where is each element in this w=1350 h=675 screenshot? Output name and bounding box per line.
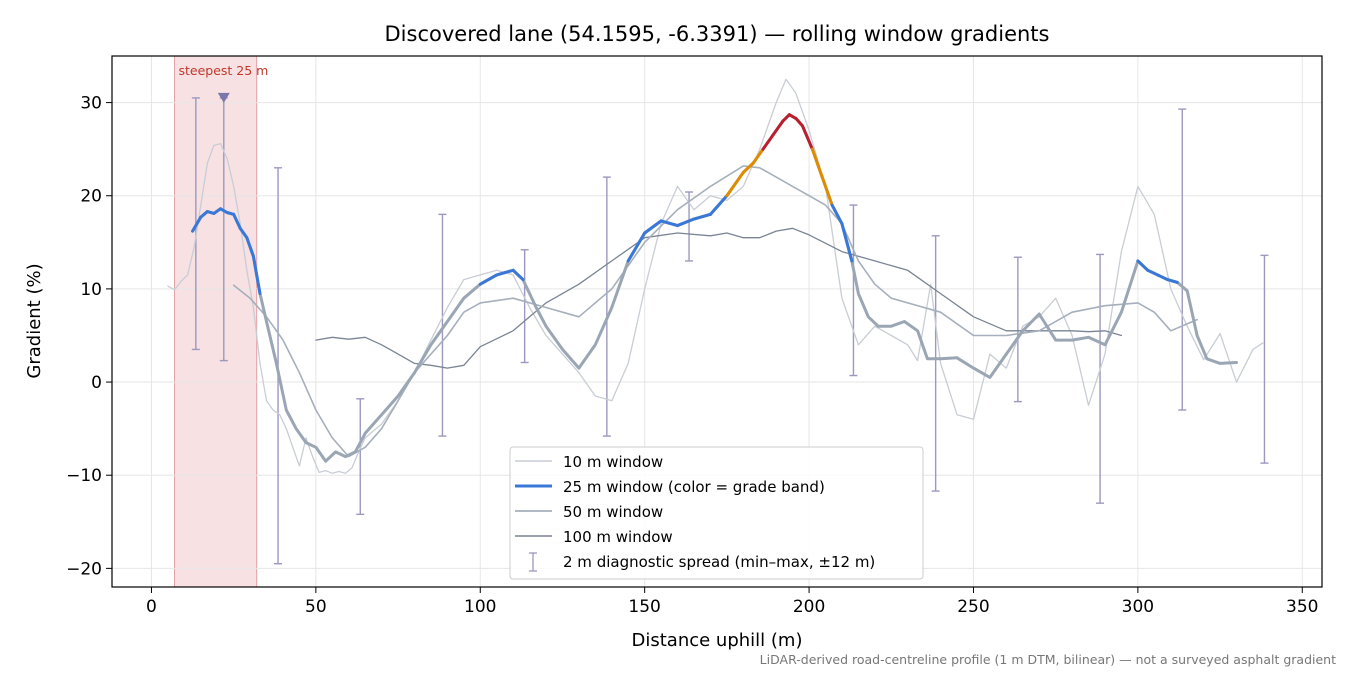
series-25m-segment (810, 147, 824, 179)
error-bar (849, 204, 858, 377)
y-tick-label: −10 (66, 466, 102, 486)
series-25m-segment (1136, 259, 1150, 272)
x-axis-ticks: 0 50 100 150 200 250 300 350 (146, 587, 1318, 617)
x-tick-label: 100 (464, 597, 496, 617)
y-axis-label: Gradient (%) (24, 263, 45, 378)
steepest-segment-band: steepest 25 m (173, 55, 268, 588)
steepest-band-rect (173, 55, 258, 588)
series-25m-segment (781, 113, 791, 123)
error-bar (1178, 108, 1187, 411)
x-tick-label: 0 (146, 597, 157, 617)
series-25m-segment (692, 212, 712, 221)
series-25m-segment (800, 124, 814, 151)
legend-label-10m: 10 m window (563, 453, 663, 471)
series-25m-segment (1165, 278, 1179, 284)
series-25m-segment (626, 231, 647, 263)
error-bar (1096, 253, 1105, 504)
series-25m-segment (676, 217, 696, 228)
plot-area: steepest 25 m (111, 55, 1323, 588)
series-25m-segment (725, 170, 745, 198)
error-bar (1260, 254, 1269, 464)
steepest-marker (217, 92, 230, 103)
series-25m-segment (1156, 273, 1169, 282)
steepest-label: steepest 25 m (178, 63, 268, 78)
series-25m-segment (840, 222, 854, 263)
plot-frame (111, 55, 1323, 588)
series-lines (167, 78, 1264, 474)
chart-title: Discovered lane (54.1595, -6.3391) — rol… (385, 22, 1050, 46)
series-25m-segment (495, 268, 515, 277)
series-25m-segment (643, 219, 663, 235)
legend-label-100m: 100 m window (563, 528, 673, 546)
series-25m-segment (794, 116, 804, 128)
series-25m-segment (830, 203, 844, 226)
x-tick-label: 350 (1286, 597, 1318, 617)
steepest-marker-triangle (217, 92, 230, 103)
error-bar (931, 235, 940, 492)
x-axis-label: Distance uphill (m) (632, 630, 803, 651)
series-25m-segment (751, 147, 765, 165)
series-25m-segment (741, 161, 755, 174)
y-tick-label: 20 (80, 187, 102, 207)
error-bar (438, 213, 447, 437)
series-25m-segment (251, 254, 262, 296)
y-tick-label: 10 (80, 280, 102, 300)
x-tick-label: 300 (1122, 597, 1154, 617)
series-25m-segment (191, 215, 203, 233)
x-tick-label: 200 (793, 597, 825, 617)
series-25m-segment (761, 133, 775, 151)
x-tick-label: 150 (628, 597, 660, 617)
y-axis-ticks: −20 −10 0 10 20 30 (66, 94, 112, 579)
legend-label-25m: 25 m window (color = grade band) (563, 478, 825, 496)
error-bar (520, 249, 529, 364)
series-25m-grade-overlay (191, 113, 1179, 296)
legend-label-50m: 50 m window (563, 503, 663, 521)
y-tick-label: −20 (66, 559, 102, 579)
x-tick-label: 250 (957, 597, 989, 617)
error-bar (602, 176, 611, 437)
series-line-0 (167, 78, 1264, 474)
series-25m-segment (511, 268, 525, 282)
series-line-3 (315, 227, 1123, 369)
y-tick-label: 0 (91, 373, 102, 393)
series-25m-segment (245, 236, 255, 258)
legend: 10 m window 25 m window (color = grade b… (509, 446, 924, 580)
series-25m-segment (1146, 268, 1160, 277)
y-tick-label: 30 (80, 94, 102, 114)
footnote: LiDAR-derived road-centreline profile (1… (760, 652, 1336, 667)
legend-label-errorbar: 2 m diagnostic spread (min–max, ±12 m) (563, 553, 875, 571)
x-tick-label: 50 (305, 597, 327, 617)
legend-swatch-errorbar (529, 552, 537, 572)
error-bar (1013, 256, 1022, 403)
series-25m-segment (820, 175, 834, 207)
series-line-1 (191, 113, 1238, 463)
series-25m-segment (771, 119, 785, 137)
series-25m-segment (238, 226, 249, 240)
series-25m-segment (478, 273, 499, 286)
series-25m-segment (232, 212, 242, 230)
error-bar (356, 398, 365, 516)
series-25m-segment (708, 194, 729, 216)
legend-frame (509, 446, 924, 580)
series-25m-segment (659, 219, 680, 228)
